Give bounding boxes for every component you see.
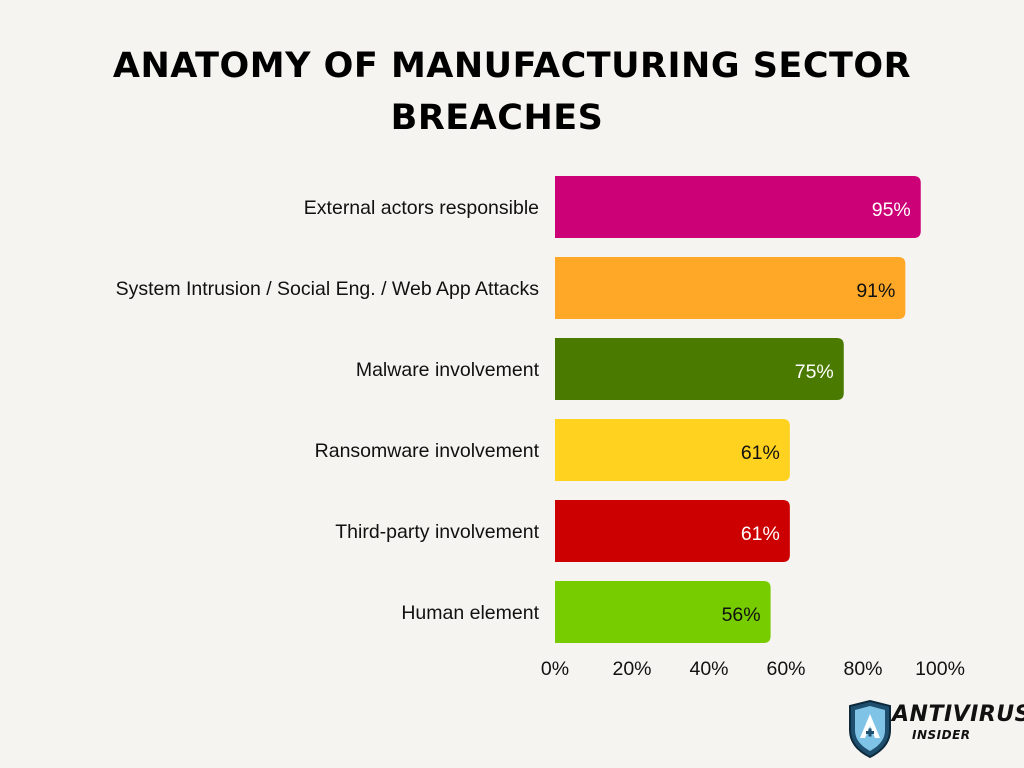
x-tick-label-4: 80% <box>843 658 882 680</box>
category-label-2: Malware involvement <box>356 359 540 381</box>
chart-title: Anatomy of Manufacturing Sector Breaches <box>0 40 1024 144</box>
chart-title-line2: Breaches <box>390 98 604 138</box>
bar-1 <box>555 257 906 319</box>
category-label-3: Ransomware involvement <box>315 440 540 462</box>
value-label-4: 61% <box>741 523 780 545</box>
x-tick-label-0: 0% <box>541 658 569 680</box>
x-tick-label-1: 20% <box>612 658 651 680</box>
value-label-5: 56% <box>722 604 761 626</box>
bar-4 <box>555 500 790 562</box>
bar-5 <box>555 581 771 643</box>
bar-chart: External actors responsible System Intrus… <box>116 176 965 680</box>
x-tick-label-5: 100% <box>915 658 965 680</box>
bar-3 <box>555 419 790 481</box>
category-label-1: System Intrusion / Social Eng. / Web App… <box>116 278 540 300</box>
shield-icon <box>849 700 891 758</box>
category-label-4: Third-party involvement <box>335 521 539 543</box>
x-tick-label-3: 60% <box>766 658 805 680</box>
value-labels: 95% 91% 75% 61% 61% 56% <box>722 199 911 626</box>
value-label-2: 75% <box>795 361 834 383</box>
category-labels: External actors responsible System Intrus… <box>116 197 540 624</box>
logo-name-line1: ANTIVIRUS <box>892 702 1024 727</box>
chart-title-line1: Anatomy of Manufacturing Sector <box>112 46 912 86</box>
bar-2 <box>555 338 844 400</box>
category-label-5: Human element <box>401 602 539 624</box>
logo-name-line2: INSIDER <box>912 728 971 742</box>
category-label-0: External actors responsible <box>304 197 539 219</box>
value-label-0: 95% <box>872 199 911 221</box>
bar-0 <box>555 176 921 238</box>
bars-group <box>555 176 921 643</box>
x-tick-label-2: 40% <box>689 658 728 680</box>
value-label-1: 91% <box>856 280 895 302</box>
x-axis-ticks: 0% 20% 40% 60% 80% 100% <box>541 658 965 680</box>
value-label-3: 61% <box>741 442 780 464</box>
